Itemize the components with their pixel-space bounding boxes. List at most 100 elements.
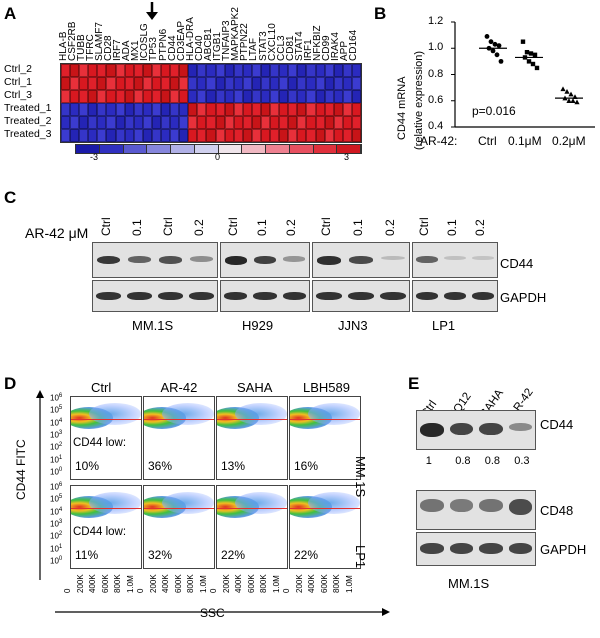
heatmap-row-label: Treated_1 bbox=[4, 102, 52, 114]
d-xtick-label: 1.0M bbox=[198, 575, 208, 593]
heatmap-cell bbox=[333, 64, 343, 77]
d-facs-plot: 22% bbox=[289, 485, 361, 569]
d-ytick-exp: 6 bbox=[58, 482, 63, 488]
heatmap-cell bbox=[61, 116, 71, 129]
b-data-point bbox=[560, 86, 566, 92]
d-percent: 10% bbox=[75, 459, 100, 473]
d-xtick-label: 1.0M bbox=[344, 575, 354, 593]
e-cd48-band bbox=[508, 499, 532, 515]
heatmap-cell bbox=[324, 116, 334, 129]
heatmap-cell bbox=[79, 77, 89, 90]
d-xtick-label: 0 bbox=[136, 588, 145, 593]
heatmap-cell bbox=[188, 129, 198, 142]
heatmap-cell bbox=[115, 77, 125, 90]
d-ytick-exp: 0 bbox=[58, 467, 63, 473]
heatmap-cell bbox=[79, 64, 89, 77]
scale-swatch bbox=[289, 145, 314, 153]
heatmap-cell bbox=[215, 116, 225, 129]
d-xtick-label: 800K bbox=[259, 574, 268, 593]
d-ytick-label: 100 bbox=[50, 556, 63, 566]
heatmap-cell bbox=[106, 64, 116, 77]
heatmap-cell bbox=[270, 64, 280, 77]
heatmap-cell bbox=[306, 103, 316, 116]
heatmap-cell bbox=[179, 77, 189, 90]
b-data-point bbox=[534, 65, 540, 71]
d-ytick-label: 106 bbox=[50, 482, 63, 492]
d-density-cloud-tail bbox=[89, 403, 141, 425]
heatmap-cell bbox=[115, 103, 125, 116]
e-row-label-gapdh: GAPDH bbox=[540, 542, 587, 557]
d-ytick-label: 101 bbox=[50, 454, 63, 465]
d-ytick-label: 103 bbox=[50, 430, 63, 440]
panel-label-a: A bbox=[4, 4, 17, 23]
scale-swatch bbox=[99, 145, 124, 153]
c-cd44-blot bbox=[220, 242, 310, 278]
heatmap-cell bbox=[261, 103, 271, 116]
d-ytick-exp: 2 bbox=[58, 442, 63, 449]
e-quant-value: 0.3 bbox=[514, 455, 530, 467]
heatmap-cell bbox=[124, 77, 134, 90]
c-cd44-band bbox=[444, 256, 466, 261]
d-ytick-exp: 5 bbox=[58, 494, 63, 501]
c-cd44-band bbox=[416, 256, 438, 263]
d-density-cloud-tail bbox=[162, 492, 214, 514]
heatmap-cell bbox=[251, 116, 261, 129]
heatmap-row-label: Ctrl_2 bbox=[4, 63, 33, 75]
heatmap-cell bbox=[297, 129, 307, 142]
heatmap-cell bbox=[297, 90, 307, 103]
b-data-point bbox=[484, 34, 490, 39]
heatmap-cell bbox=[124, 103, 134, 116]
heatmap-cell bbox=[333, 116, 343, 129]
b-data-point bbox=[566, 98, 572, 103]
b-group-label: Ctrl bbox=[478, 134, 497, 148]
heatmap-cell bbox=[106, 77, 116, 90]
c-gapdh-band bbox=[316, 292, 342, 300]
d-xtick-label: 800K bbox=[186, 574, 195, 593]
c-cd44-blot bbox=[412, 242, 498, 278]
d-gate-line bbox=[71, 508, 141, 509]
heatmap-cell bbox=[351, 64, 361, 77]
b-ytick-label: 1.0 bbox=[428, 41, 444, 54]
heatmap-cell bbox=[242, 116, 252, 129]
c-cell-label: MM.1S bbox=[132, 318, 174, 333]
heatmap-cell bbox=[197, 103, 207, 116]
d-xtick-label: 400K bbox=[88, 574, 97, 593]
heatmap-cell bbox=[197, 90, 207, 103]
heatmap-cell bbox=[142, 103, 152, 116]
heatmap-cell bbox=[215, 103, 225, 116]
d-xtick-label: 600K bbox=[246, 574, 256, 593]
heatmap-cell bbox=[351, 129, 361, 142]
e-row-label-cd44: CD44 bbox=[540, 417, 574, 432]
d-condition-label: LBH589 bbox=[303, 380, 350, 395]
heatmap-cell bbox=[97, 129, 107, 142]
c-lane-label: 0.1 bbox=[255, 219, 269, 236]
d-ytick-label: 104 bbox=[50, 417, 63, 428]
c-gapdh-blot bbox=[312, 280, 410, 312]
d-ytick-exp: 0 bbox=[58, 556, 63, 562]
heatmap-cell bbox=[170, 64, 180, 77]
b-ylabel-1: CD44 mRNA bbox=[396, 76, 408, 140]
heatmap-cell bbox=[251, 129, 261, 142]
heatmap-cell bbox=[124, 129, 134, 142]
d-ytick-exp: 3 bbox=[58, 519, 63, 525]
c-lane-label: 0.1 bbox=[129, 219, 144, 236]
heatmap-cell bbox=[233, 77, 243, 90]
heatmap-cell bbox=[161, 129, 171, 142]
c-lane-label: 0.2 bbox=[284, 219, 299, 236]
heatmap-cell bbox=[224, 103, 234, 116]
heatmap-cell bbox=[88, 77, 98, 90]
heatmap-row-label: Treated_3 bbox=[4, 128, 52, 140]
heatmap-cell bbox=[261, 116, 271, 129]
panel-label-d: D bbox=[4, 374, 17, 393]
d-gate-line bbox=[217, 419, 287, 420]
c-lane-label: 0.1 bbox=[445, 219, 459, 236]
d-density-cloud-tail bbox=[89, 492, 141, 514]
heatmap-cell bbox=[151, 129, 161, 142]
heatmap-cell bbox=[333, 129, 343, 142]
heatmap-cell bbox=[124, 64, 134, 77]
panel-label-b: B bbox=[374, 4, 387, 23]
d-xtick-label: 200K bbox=[221, 574, 231, 593]
heatmap-cell bbox=[161, 116, 171, 129]
heatmap-cell bbox=[306, 64, 316, 77]
b-data-point bbox=[564, 88, 570, 94]
